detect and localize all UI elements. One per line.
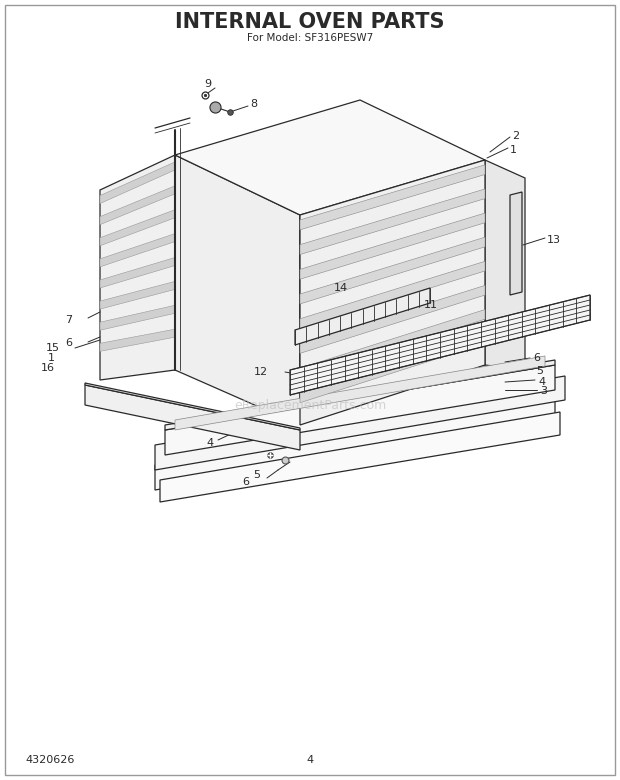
Text: 13: 13 — [547, 235, 561, 245]
Text: 6: 6 — [533, 353, 540, 363]
Polygon shape — [100, 257, 175, 288]
Polygon shape — [100, 329, 175, 351]
Polygon shape — [300, 261, 485, 328]
Text: 3: 3 — [540, 386, 547, 396]
Text: 5: 5 — [253, 470, 260, 480]
Text: 8: 8 — [250, 99, 257, 109]
Polygon shape — [290, 295, 590, 395]
Text: 7: 7 — [65, 315, 72, 325]
Text: 1: 1 — [510, 145, 517, 155]
Polygon shape — [85, 383, 300, 430]
Polygon shape — [300, 237, 485, 304]
Polygon shape — [300, 160, 485, 425]
Text: 4320626: 4320626 — [25, 755, 74, 765]
Polygon shape — [300, 334, 485, 402]
Polygon shape — [155, 398, 555, 490]
Polygon shape — [300, 310, 485, 378]
Polygon shape — [85, 385, 300, 450]
Text: 14: 14 — [334, 283, 348, 293]
Text: For Model: SF316PESW7: For Model: SF316PESW7 — [247, 33, 373, 43]
Polygon shape — [155, 376, 565, 470]
Polygon shape — [175, 356, 545, 430]
Polygon shape — [175, 100, 485, 215]
Polygon shape — [300, 189, 485, 254]
Polygon shape — [165, 360, 555, 430]
Text: 6: 6 — [65, 338, 72, 348]
Polygon shape — [175, 155, 300, 425]
Text: 9: 9 — [204, 79, 211, 89]
Text: eReplacementParts.com: eReplacementParts.com — [234, 399, 386, 412]
Text: 16: 16 — [41, 363, 55, 373]
Polygon shape — [100, 234, 175, 267]
Text: 15: 15 — [46, 343, 60, 353]
Polygon shape — [100, 210, 175, 246]
Polygon shape — [100, 155, 175, 380]
Text: 11: 11 — [424, 300, 438, 310]
Polygon shape — [160, 412, 560, 502]
Polygon shape — [300, 165, 485, 230]
Text: 1: 1 — [48, 353, 55, 363]
Text: 4: 4 — [306, 755, 314, 765]
Text: 4: 4 — [207, 438, 214, 448]
Polygon shape — [100, 305, 175, 330]
Text: 12: 12 — [254, 367, 268, 377]
Polygon shape — [165, 365, 555, 455]
Polygon shape — [300, 285, 485, 353]
Text: 4: 4 — [538, 377, 545, 387]
Polygon shape — [295, 288, 430, 345]
Text: 6: 6 — [242, 477, 249, 487]
Polygon shape — [510, 192, 522, 295]
Text: 5: 5 — [536, 366, 543, 376]
Polygon shape — [300, 213, 485, 279]
Polygon shape — [100, 186, 175, 225]
Text: INTERNAL OVEN PARTS: INTERNAL OVEN PARTS — [175, 12, 445, 32]
Polygon shape — [485, 160, 525, 370]
Polygon shape — [100, 162, 175, 204]
Polygon shape — [300, 160, 485, 425]
Polygon shape — [100, 282, 175, 309]
Text: 2: 2 — [512, 131, 519, 141]
